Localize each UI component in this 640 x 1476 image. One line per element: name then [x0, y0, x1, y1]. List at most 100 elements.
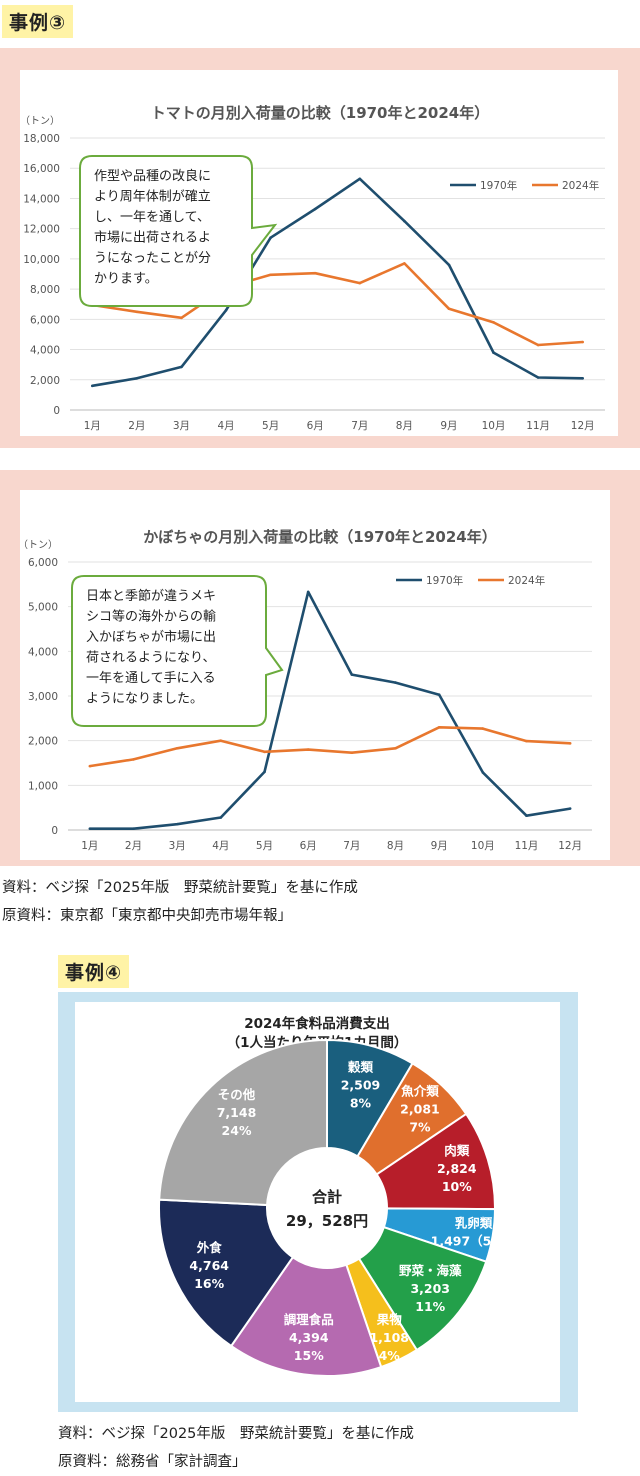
slice-label: 7% [409, 1119, 431, 1134]
data-point [175, 822, 179, 826]
data-point [568, 742, 572, 745]
y-tick-label: 1,000 [28, 780, 58, 792]
legend-label: 1970年 [480, 179, 517, 192]
y-tick-label: 16,000 [23, 163, 60, 175]
series-line-1970 [89, 590, 571, 831]
food-expenditure-pie-chart: 2024年食料品消費支出（1人当たり年平均1カ月間）穀類2,5098%魚介類2,… [158, 1015, 516, 1377]
x-tick-label: 2月 [128, 420, 145, 432]
data-point [313, 207, 317, 211]
annotation-bubble [79, 155, 278, 307]
data-point [313, 271, 317, 275]
data-point [224, 308, 228, 312]
y-tick-label: 12,000 [23, 224, 60, 236]
annotation-bubble [71, 575, 284, 727]
slice-label: 穀類 [347, 1060, 374, 1075]
legend-label: 2024年 [508, 574, 545, 587]
annotation-text: より周年体制が確立 [94, 189, 211, 205]
y-tick-label: 0 [51, 825, 58, 837]
pumpkin-panel: かぼちゃの月別入荷量の比較（1970年と2024年） （トン） 0 1,000 2,00… [0, 470, 640, 866]
annotation-text: 日本と季節が違うメキ [86, 589, 216, 604]
slice-label: 8% [350, 1096, 372, 1111]
data-point [269, 236, 272, 240]
annotation-text: かります。 [94, 272, 158, 287]
slice-label: 16% [194, 1276, 224, 1291]
slice-label: 魚介類 [401, 1083, 439, 1098]
x-tick-label: 9月 [440, 420, 457, 432]
data-point [437, 725, 441, 729]
data-point [132, 758, 135, 761]
data-point [581, 376, 585, 380]
x-tick-label: 4月 [212, 840, 229, 852]
data-point [350, 751, 354, 755]
data-point [525, 814, 528, 818]
x-tick-label: 12月 [558, 840, 582, 852]
case4-original-source: 原資料：総務省「家計調査」 [58, 1454, 247, 1470]
legend-label: 2024年 [562, 179, 599, 192]
data-point [306, 590, 310, 594]
x-tick-label: 1月 [81, 840, 98, 852]
y-tick-label: 0 [53, 405, 60, 417]
data-point [358, 281, 362, 285]
x-tick-label: 10月 [471, 840, 495, 852]
x-tick-label: 1月 [84, 420, 101, 432]
x-tick-label: 5月 [262, 420, 279, 432]
data-point [403, 262, 406, 265]
x-tick-label: 5月 [256, 840, 273, 852]
slice-label: 1,108 [369, 1330, 409, 1345]
data-point [175, 746, 179, 750]
slice-label: 野菜・海藻 [399, 1263, 462, 1278]
data-point [350, 673, 354, 676]
center-total: 29，528円 [286, 1212, 368, 1230]
data-point [219, 739, 223, 742]
slice-label: 3,203 [410, 1281, 450, 1296]
y-unit-label: （トン） [20, 115, 60, 127]
pie-chart-card: 2024年食料品消費支出（1人当たり年平均1カ月間）穀類2,5098%魚介類2,… [75, 1002, 560, 1402]
annotation-text: し、一年を通して、 [94, 210, 210, 225]
x-tick-label: 3月 [169, 840, 186, 852]
case3-original-source: 原資料：東京都「東京都中央卸売市場年報」 [2, 908, 292, 924]
x-tick-label: 2月 [125, 840, 142, 852]
annotation-text: シコ等の海外からの輸 [86, 609, 216, 625]
data-point [219, 816, 223, 819]
x-tick-label: 6月 [307, 420, 324, 432]
y-tick-label: 10,000 [23, 254, 60, 266]
tomato-panel: トマトの月別入荷量の比較（1970年と2024年） （トン） 0 2,000 4,000… [0, 48, 640, 448]
y-tick-label: 18,000 [23, 133, 60, 145]
slice-label: その他 [218, 1087, 256, 1102]
y-tick-label: 6,000 [28, 557, 58, 569]
slice-label: 10% [442, 1179, 472, 1194]
y-tick-label: 3,000 [28, 691, 58, 703]
center-label: 合計 [311, 1188, 342, 1206]
data-point [437, 693, 441, 696]
y-tick-label: 4,000 [28, 646, 58, 658]
slice-label: 果物 [376, 1312, 403, 1327]
case3-tag: 事例③ [2, 5, 74, 38]
data-point [492, 351, 495, 354]
data-point [536, 343, 540, 347]
annotation-text: ようになりました。 [86, 692, 203, 707]
y-tick-label: 2,000 [30, 375, 60, 387]
data-point [263, 750, 266, 754]
x-tick-label: 11月 [526, 420, 550, 432]
data-point [88, 764, 92, 768]
data-point [88, 827, 92, 830]
annotation-text: 作型や品種の改良に [94, 168, 211, 184]
data-point [525, 739, 528, 743]
slice-label: 乳卵類 [455, 1216, 493, 1231]
data-point [180, 365, 183, 369]
data-point [306, 748, 310, 751]
series-line-2024 [89, 726, 571, 768]
annotation-text: 一年を通して手に入る [86, 671, 216, 686]
slice-label: 4,394 [289, 1330, 329, 1345]
slice-label: 2,081 [400, 1101, 440, 1116]
data-point [447, 263, 451, 267]
tomato-chart-card: トマトの月別入荷量の比較（1970年と2024年） （トン） 0 2,000 4,000… [20, 70, 618, 436]
slice-label: 15% [294, 1348, 324, 1363]
y-tick-label: 14,000 [23, 193, 60, 205]
chart-title: トマトの月別入荷量の比較（1970年と2024年） [151, 104, 490, 122]
slice-label: 4,764 [189, 1258, 229, 1273]
data-point [263, 770, 266, 774]
data-point [135, 310, 139, 314]
slice-label: 24% [222, 1123, 252, 1138]
data-point [481, 771, 485, 774]
